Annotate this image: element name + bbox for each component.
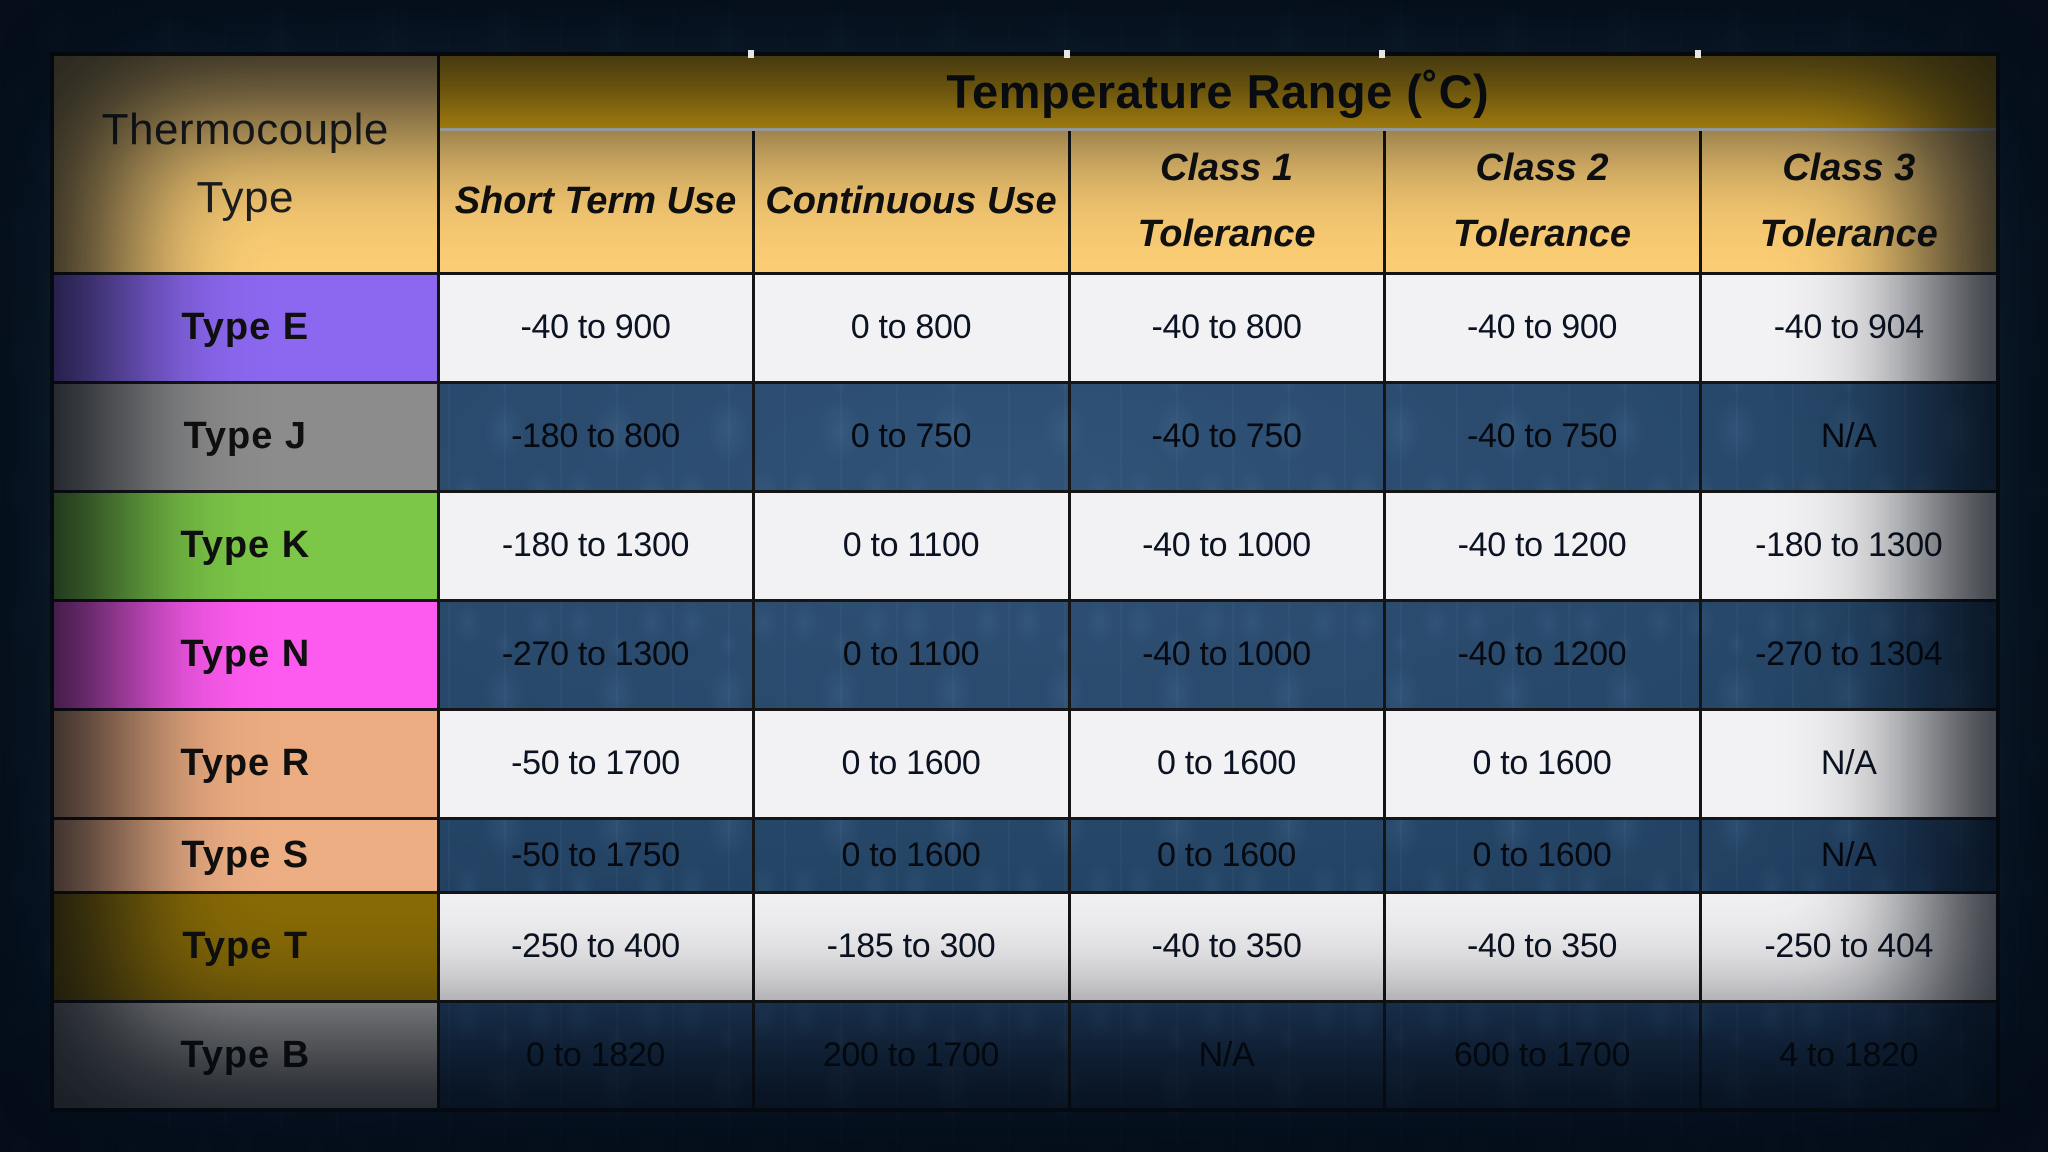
table-cell: 200 to 1700 (751, 999, 1071, 1112)
table-cell: -270 to 1300 (436, 598, 755, 711)
row-label: Type B (50, 999, 440, 1112)
table-cell: -40 to 900 (1382, 271, 1702, 384)
group-header-row: Thermocouple Type Temperature Range (˚C) (50, 52, 2000, 275)
table-cell: N/A (1698, 707, 2000, 820)
table-cell: -40 to 750 (1067, 380, 1386, 493)
row-label: Type K (50, 489, 440, 602)
row-label: Type E (50, 271, 440, 384)
table-cell: 0 to 1600 (1067, 707, 1386, 820)
table-cell: -40 to 350 (1067, 890, 1386, 1003)
table-cell: 0 to 1600 (1067, 816, 1386, 894)
table-cell: 0 to 1600 (751, 707, 1071, 820)
table-cell: -40 to 900 (436, 271, 755, 384)
table-cell: -40 to 1000 (1067, 489, 1386, 602)
table-row-type-k: Type K -180 to 1300 0 to 1100 -40 to 100… (50, 489, 2000, 602)
table-cell: N/A (1067, 999, 1386, 1112)
table-row-type-j: Type J -180 to 800 0 to 750 -40 to 750 -… (50, 380, 2000, 493)
row-label: Type R (50, 707, 440, 820)
table-cell: -250 to 404 (1698, 890, 2000, 1003)
table-row-type-t: Type T -250 to 400 -185 to 300 -40 to 35… (50, 890, 2000, 1003)
row-label: Type J (50, 380, 440, 493)
column-header-class3: Class 3 Tolerance (1698, 127, 2000, 275)
row-label: Type T (50, 890, 440, 1003)
table-cell: N/A (1698, 816, 2000, 894)
table-cell: 0 to 1100 (751, 489, 1071, 602)
table-cell: 600 to 1700 (1382, 999, 1702, 1112)
table-cell: -180 to 800 (436, 380, 755, 493)
table-cell: -40 to 904 (1698, 271, 2000, 384)
table-cell: -40 to 1200 (1382, 598, 1702, 711)
table-cell: -40 to 350 (1382, 890, 1702, 1003)
thermocouple-table: Thermocouple Type Temperature Range (˚C)… (50, 52, 2001, 1112)
table-cell: -50 to 1700 (436, 707, 755, 820)
column-header-continuous: Continuous Use (751, 127, 1071, 275)
table-cell: 0 to 1600 (1382, 707, 1702, 820)
row-label: Type N (50, 598, 440, 711)
column-header-short-term: Short Term Use (436, 127, 755, 275)
table-row-type-b: Type B 0 to 1820 200 to 1700 N/A 600 to … (50, 999, 2000, 1112)
table-cell: 0 to 750 (751, 380, 1071, 493)
column-divider-tick (1064, 50, 1070, 58)
table-cell: -270 to 1304 (1698, 598, 2000, 711)
table-cell: -180 to 1300 (436, 489, 755, 602)
table-row-type-n: Type N -270 to 1300 0 to 1100 -40 to 100… (50, 598, 2000, 711)
table-cell: -40 to 1000 (1067, 598, 1386, 711)
table-cell: 4 to 1820 (1698, 999, 2000, 1112)
table-cell: 0 to 1600 (1382, 816, 1702, 894)
table-cell: 0 to 1600 (751, 816, 1071, 894)
table-cell: N/A (1698, 380, 2000, 493)
table-cell: 0 to 800 (751, 271, 1071, 384)
column-header-row: Short Term Use Continuous Use Class 1 To… (52, 127, 2000, 275)
table-cell: -40 to 800 (1067, 271, 1386, 384)
table-cell: -50 to 1750 (436, 816, 755, 894)
row-label: Type S (50, 816, 440, 894)
column-divider-tick (1379, 50, 1385, 58)
table-cell: -250 to 400 (436, 890, 755, 1003)
column-header-class2: Class 2 Tolerance (1382, 127, 1702, 275)
table-row-type-s: Type S -50 to 1750 0 to 1600 0 to 1600 0… (50, 816, 2000, 894)
table-cell: -40 to 750 (1382, 380, 1702, 493)
column-header-class1: Class 1 Tolerance (1067, 127, 1386, 275)
table-row-type-r: Type R -50 to 1700 0 to 1600 0 to 1600 0… (50, 707, 2000, 820)
table-cell: -180 to 1300 (1698, 489, 2000, 602)
table-cell: 0 to 1820 (436, 999, 755, 1112)
table-row-type-e: Type E -40 to 900 0 to 800 -40 to 800 -4… (50, 271, 2000, 384)
column-divider-tick (1695, 50, 1701, 58)
table-cell: -185 to 300 (751, 890, 1071, 1003)
corner-header: Thermocouple Type (50, 52, 440, 275)
table-cell: 0 to 1100 (751, 598, 1071, 711)
column-divider-tick (748, 50, 754, 58)
group-header: Temperature Range (˚C) (436, 52, 2000, 131)
table-cell: -40 to 1200 (1382, 489, 1702, 602)
